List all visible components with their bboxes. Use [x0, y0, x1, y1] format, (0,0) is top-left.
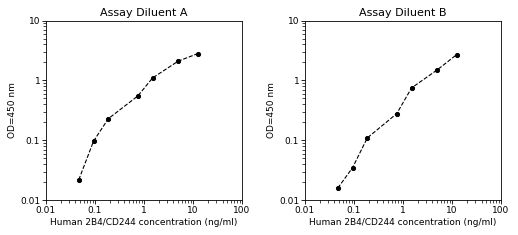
- Y-axis label: OD=450 nm: OD=450 nm: [8, 82, 17, 138]
- Title: Assay Diluent A: Assay Diluent A: [100, 8, 188, 18]
- X-axis label: Human 2B4/CD244 concentration (ng/ml): Human 2B4/CD244 concentration (ng/ml): [50, 218, 238, 227]
- X-axis label: Human 2B4/CD244 concentration (ng/ml): Human 2B4/CD244 concentration (ng/ml): [309, 218, 497, 227]
- Title: Assay Diluent B: Assay Diluent B: [359, 8, 447, 18]
- Y-axis label: OD=450 nm: OD=450 nm: [267, 82, 276, 138]
